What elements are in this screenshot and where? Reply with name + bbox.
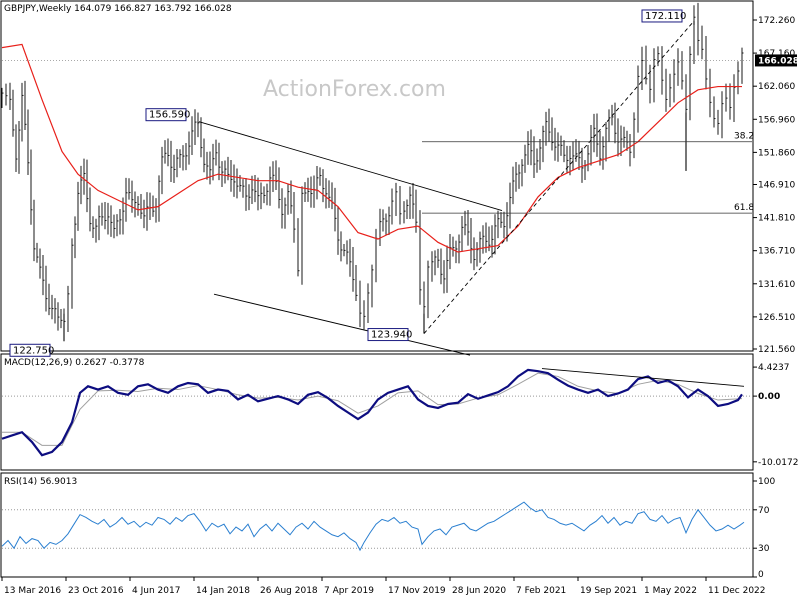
- fib-label: 61.8: [734, 203, 754, 213]
- trendline: [213, 293, 471, 356]
- time-tick-label: 11 Dec 2022: [708, 586, 766, 596]
- macd-header: MACD(12,26,9) 0.2627 -0.3778: [4, 358, 145, 368]
- annotation-box: [9, 343, 51, 357]
- price-panel: [0, 0, 754, 352]
- macd-panel: [0, 353, 754, 471]
- rsi-tick-label: 100: [758, 477, 775, 487]
- price-tick-label: 121.560: [758, 345, 795, 355]
- price-tick-label: 151.860: [758, 148, 795, 158]
- macd-indicator: 4.4237 0.00 -10.0172: [1, 363, 798, 468]
- time-tick-label: 1 May 2022: [644, 586, 697, 596]
- time-tick-label: 26 Aug 2018: [260, 586, 318, 596]
- time-tick-label: 7 Feb 2021: [516, 586, 566, 596]
- annotation-label: 172.110: [645, 11, 686, 22]
- time-tick-label: 4 Jun 2017: [132, 586, 180, 596]
- time-tick-label: 14 Jan 2018: [196, 586, 250, 596]
- price-header: GBPJPY,Weekly 164.079 166.827 163.792 16…: [4, 4, 232, 14]
- annotation-box: [367, 328, 409, 342]
- moving-average-line: [1, 43, 742, 253]
- fib-label: 38.2: [734, 132, 754, 142]
- time-axis: 13 Mar 2016 23 Oct 2016 4 Jun 2017 14 Jan 2…: [1, 577, 766, 596]
- rsi-indicator: 100 70 30 0: [1, 477, 775, 580]
- macd-tick-label: 0.00: [758, 392, 780, 402]
- macd-tick-label: 4.4237: [758, 363, 790, 373]
- rsi-tick-label: 30: [758, 544, 770, 554]
- annotation-label: 156.590: [149, 110, 190, 121]
- trendline: [423, 20, 695, 334]
- annotation-box: [145, 108, 187, 122]
- watermark: ActionForex.com: [263, 77, 446, 102]
- macd-trendline: [541, 368, 745, 387]
- price-axis: 172.260 167.160 162.060 156.960 151.860 146.9…: [753, 16, 799, 355]
- current-price-label: 166.028: [758, 56, 799, 66]
- annotation-label: 123.940: [371, 330, 412, 341]
- annotation-box: [641, 9, 683, 23]
- price-tick-label: 126.510: [758, 313, 795, 323]
- time-tick-label: 17 Nov 2019: [388, 586, 446, 596]
- price-tick-label: 146.910: [758, 181, 795, 191]
- macd-signal-line: [2, 372, 743, 446]
- rsi-panel: [0, 472, 754, 578]
- trendline: [198, 121, 503, 211]
- macd-line: [1, 368, 743, 457]
- price-tick-label: 136.710: [758, 247, 795, 257]
- price-tick-label: 131.610: [758, 280, 795, 290]
- time-tick-label: 28 Jun 2020: [452, 586, 506, 596]
- time-tick-label: 19 Sep 2021: [580, 586, 637, 596]
- rsi-tick-label: 0: [758, 570, 764, 580]
- current-price-tag: [755, 54, 797, 67]
- trendlines: [198, 20, 695, 356]
- rsi-tick-label: 70: [758, 506, 770, 516]
- time-tick-label: 7 Apr 2019: [324, 586, 374, 596]
- time-tick-label: 23 Oct 2016: [68, 586, 124, 596]
- annotation-label: 122.750: [13, 345, 54, 356]
- rsi-line: [1, 501, 745, 552]
- price-tick-label: 172.260: [758, 16, 795, 26]
- price-tick-label: 156.960: [758, 115, 795, 125]
- candles: [1, 2, 744, 342]
- time-tick-label: 13 Mar 2016: [4, 586, 61, 596]
- price-annotations: 122.750 156.590 123.940 172.110: [9, 9, 686, 357]
- price-tick-label: 141.810: [758, 214, 795, 224]
- price-tick-label: 162.060: [758, 82, 795, 92]
- rsi-header: RSI(14) 56.9013: [4, 477, 77, 487]
- fibonacci-levels: 38.2 61.8: [422, 132, 754, 214]
- macd-tick-label: -10.0172: [758, 458, 798, 468]
- price-tick-label: 167.160: [758, 49, 795, 59]
